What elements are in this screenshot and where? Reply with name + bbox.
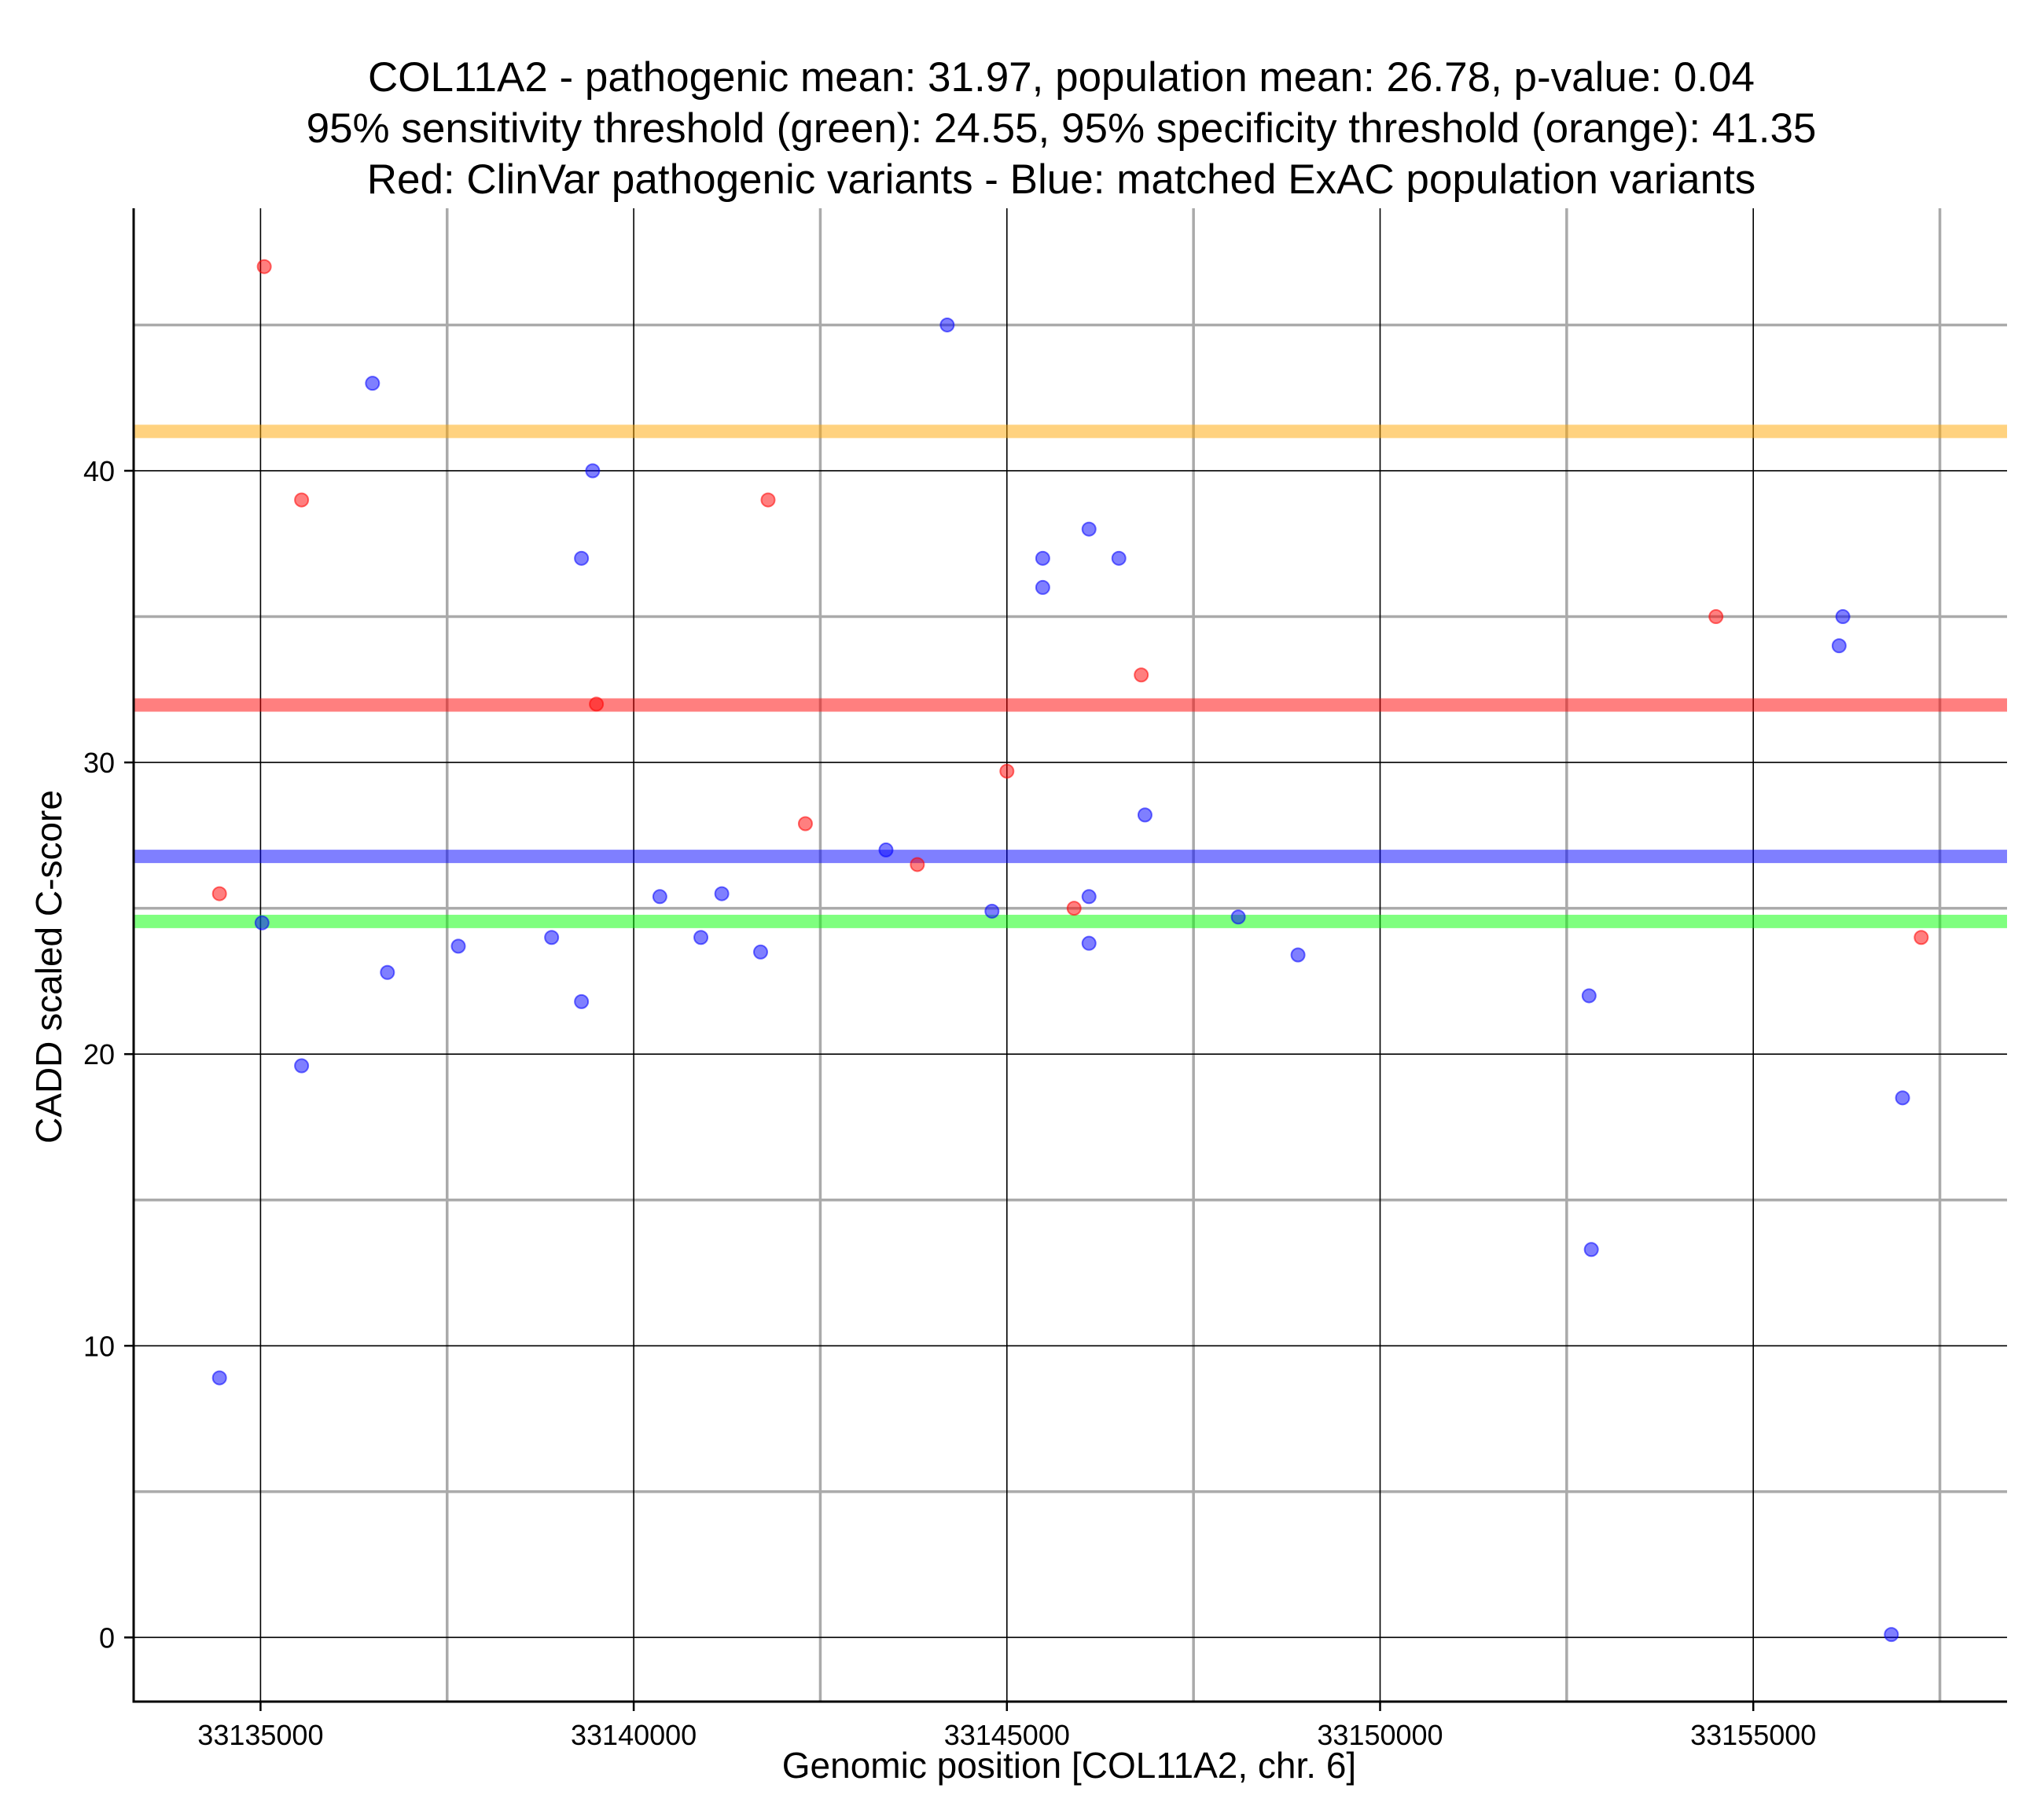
x-tick-label: 33150000: [1317, 1719, 1443, 1751]
population-point: [380, 964, 395, 980]
chart-title-line-3: Red: ClinVar pathogenic variants - Blue:…: [367, 156, 1756, 203]
population-point: [1290, 947, 1306, 963]
population-point: [1035, 550, 1050, 566]
pathogenic-point: [999, 763, 1015, 779]
x-tick-label: 33155000: [1690, 1719, 1816, 1751]
pathogenic-point: [294, 492, 310, 508]
pathogenic-point: [1134, 667, 1149, 683]
population-point: [1111, 550, 1127, 566]
population-point: [294, 1058, 310, 1074]
population-point: [652, 889, 667, 905]
chart-title-line-1: COL11A2 - pathogenic mean: 31.97, popula…: [368, 54, 1755, 101]
population-point: [365, 376, 380, 391]
y-tick-label: 40: [83, 455, 115, 487]
pathogenic-point: [760, 492, 776, 508]
population-point: [752, 944, 768, 960]
population-point: [1835, 609, 1851, 625]
population-point: [585, 463, 601, 479]
population-point: [984, 903, 1000, 919]
pathogenic-point: [1708, 609, 1724, 625]
y-tick-label: 10: [83, 1330, 115, 1362]
population-point: [544, 930, 560, 946]
pathogenic-point: [589, 696, 605, 712]
x-axis-label: Genomic position [COL11A2, chr. 6]: [782, 1745, 1356, 1786]
population-point: [1895, 1090, 1910, 1106]
pathogenic-point: [910, 857, 925, 872]
population-point: [1081, 935, 1097, 951]
reference-lines: [134, 424, 2007, 928]
chart-title-line-2: 95% sensitivity threshold (green): 24.55…: [307, 105, 1817, 152]
x-tick-label: 33140000: [571, 1719, 697, 1751]
pathogenic-point: [797, 816, 813, 832]
population-point: [714, 886, 730, 901]
population-point: [693, 930, 709, 946]
y-tick-label: 0: [99, 1621, 115, 1654]
y-tick-label: 20: [83, 1038, 115, 1070]
x-tick-label: 33145000: [944, 1719, 1070, 1751]
population-point: [1831, 638, 1847, 654]
data-points: [211, 259, 1929, 1643]
y-axis-label: CADD scaled C-score: [28, 790, 69, 1144]
population-point: [1035, 579, 1050, 595]
grid: [134, 208, 2007, 1702]
population-point: [450, 938, 466, 954]
population-point: [878, 842, 894, 857]
population-point: [1583, 1242, 1599, 1258]
pathogenic-point: [1066, 901, 1082, 916]
pathogenic-point: [211, 886, 227, 901]
population-point: [1137, 807, 1153, 823]
y-tick-label: 30: [83, 747, 115, 779]
pathogenic-point: [1913, 930, 1929, 946]
pathogenic-point: [256, 259, 272, 274]
x-tick-label: 33135000: [197, 1719, 323, 1751]
population-point: [211, 1370, 227, 1386]
axes: 33135000 33140000 33145000 33150000 33155000…: [83, 208, 2007, 1751]
population-point: [1081, 521, 1097, 537]
population-point: [1884, 1627, 1899, 1643]
population-point: [1081, 889, 1097, 905]
population-point: [254, 915, 270, 931]
population-point: [574, 993, 590, 1009]
population-point: [1230, 909, 1246, 925]
population-point: [939, 317, 955, 332]
population-point: [1581, 988, 1597, 1004]
population-point: [574, 550, 590, 566]
